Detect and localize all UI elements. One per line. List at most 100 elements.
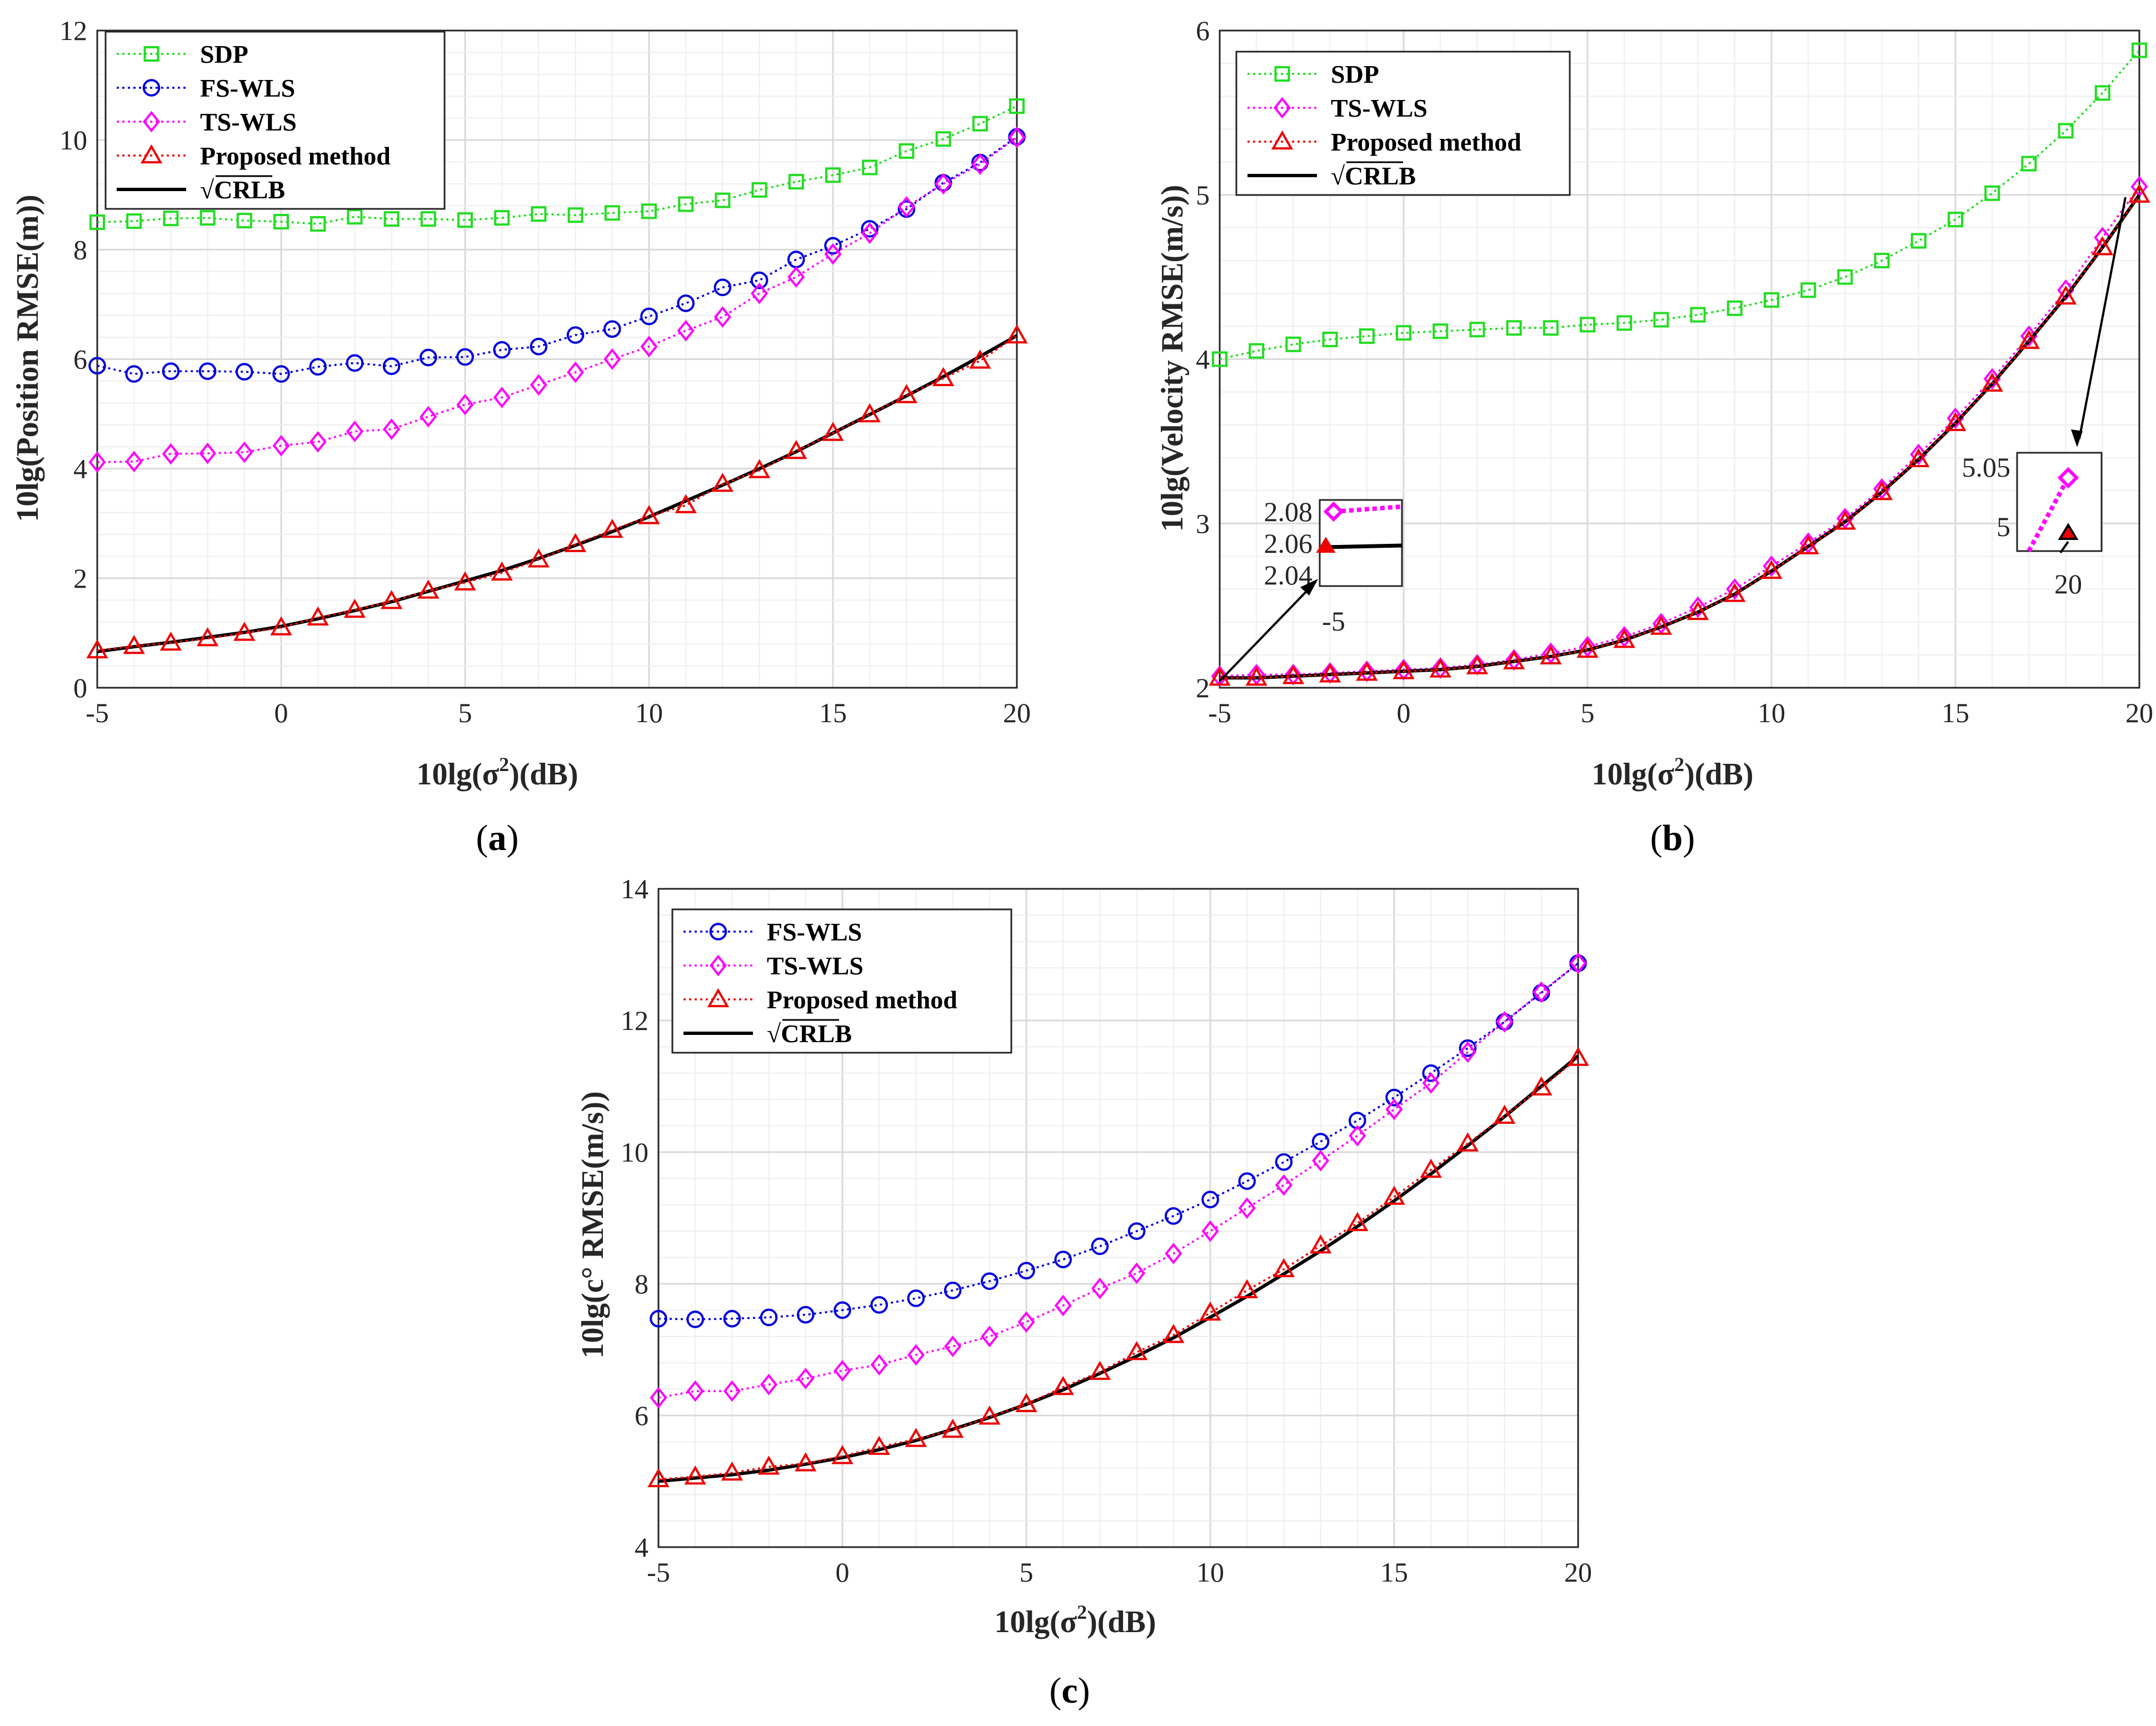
data-point-proposed	[1245, 667, 1267, 686]
series-line-proposed	[1220, 194, 2140, 679]
data-point-sdp	[825, 167, 841, 183]
data-point-fswls	[1311, 1133, 1330, 1150]
data-point-tswls	[1312, 1150, 1330, 1172]
data-point-sdp	[1764, 292, 1779, 308]
data-point-sdp	[273, 214, 289, 230]
data-point-sdp	[199, 210, 216, 226]
data-point-proposed	[711, 473, 734, 492]
data-point-sdp	[1910, 233, 1927, 249]
legend-label-proposed: Proposed method	[767, 985, 957, 1014]
data-point-fswls	[1275, 1153, 1293, 1171]
data-point-tswls	[162, 443, 179, 465]
data-point-proposed	[1162, 1324, 1185, 1343]
data-point-proposed	[1420, 1158, 1442, 1178]
caption-a-letter: a	[488, 818, 507, 858]
data-point-fswls	[382, 357, 401, 376]
data-point-proposed	[647, 1468, 670, 1488]
data-point-sdp	[2132, 42, 2147, 58]
data-point-fswls	[88, 357, 106, 375]
data-point-sdp	[1285, 336, 1301, 352]
data-point-tswls	[236, 441, 253, 463]
data-point-proposed	[1052, 1375, 1074, 1395]
x-tick-labels-a: -5 0 5 10 15 20	[86, 697, 1031, 728]
inset-left-b: 2.08 2.06 2.04 -5	[1219, 496, 1403, 682]
data-point-fswls	[944, 1282, 962, 1299]
legend-label-crlb: √CRLB	[767, 1019, 852, 1048]
data-point-proposed	[1540, 645, 1562, 664]
inset-left-proposed-marker	[1316, 537, 1336, 553]
legend-label-sdp: SDP	[1331, 60, 1379, 88]
data-point-tswls	[346, 421, 363, 443]
data-point-fswls	[566, 326, 585, 344]
data-point-fswls	[530, 338, 548, 356]
legend-label-proposed: Proposed method	[1331, 128, 1521, 156]
data-point-proposed	[785, 439, 807, 459]
data-point-proposed	[1383, 1185, 1405, 1205]
caption-c: (c)	[1049, 1670, 1090, 1711]
data-point-fswls	[1165, 1207, 1182, 1225]
data-point-sdp	[1249, 343, 1265, 359]
data-point-proposed	[491, 561, 513, 581]
x-tick-label: 0	[275, 697, 288, 728]
data-point-proposed	[1760, 559, 1783, 579]
x-tick-label: 5	[1020, 1557, 1034, 1588]
data-point-tswls	[1496, 1010, 1514, 1033]
data-point-tswls	[650, 1387, 667, 1409]
data-point-sdp	[2058, 123, 2074, 139]
series-line-crlb	[658, 1054, 1579, 1483]
data-point-sdp	[126, 213, 142, 229]
inset-right-tswls-marker	[2057, 467, 2079, 489]
data-point-proposed	[417, 579, 440, 599]
legend-b: SDP TS-WLS Proposed method √CRLB	[1235, 51, 1571, 196]
data-point-fswls	[603, 320, 621, 338]
inset-right-b: 5.05 5 20	[1962, 197, 2127, 599]
data-point-proposed	[675, 494, 697, 513]
x-tick-label: 10	[1196, 1557, 1224, 1588]
data-point-proposed	[1613, 629, 1635, 648]
data-point-proposed	[1006, 324, 1028, 344]
data-point-sdp	[715, 192, 731, 208]
data-point-tswls	[640, 336, 658, 358]
legend-marker-sdp	[1274, 66, 1290, 82]
data-point-sdp	[788, 174, 804, 190]
data-point-sdp	[494, 210, 510, 226]
data-point-proposed	[1393, 660, 1415, 679]
data-point-proposed	[1981, 372, 2003, 392]
y-tick-labels-c: 4 6 8 10 12 14	[621, 873, 648, 1563]
data-point-sdp	[1616, 315, 1633, 331]
caption-b: (b)	[1650, 818, 1695, 858]
data-point-proposed	[307, 606, 329, 626]
x-tick-label: 15	[1380, 1557, 1408, 1588]
data-point-sdp	[935, 131, 951, 147]
data-point-tswls	[713, 306, 731, 328]
legend-marker-proposed	[1271, 130, 1294, 150]
inset-left-arrow	[1219, 581, 1317, 682]
data-point-fswls	[907, 1289, 925, 1307]
data-point-proposed	[1309, 1234, 1332, 1254]
data-point-fswls	[686, 1310, 704, 1328]
y-tick-label: 5	[1196, 179, 1210, 211]
data-point-proposed	[1870, 481, 1893, 501]
data-point-tswls	[834, 1360, 851, 1382]
data-point-proposed	[1346, 1212, 1369, 1232]
x-tick-label: 5	[458, 697, 472, 728]
data-point-sdp	[1433, 323, 1449, 339]
data-point-sdp	[531, 206, 547, 222]
data-point-tswls	[493, 387, 511, 408]
data-point-fswls	[1054, 1250, 1072, 1268]
data-point-sdp	[972, 116, 988, 132]
data-point-tswls	[567, 361, 585, 383]
inset-left-ytick-2: 2.06	[1264, 528, 1313, 559]
data-point-fswls	[456, 348, 474, 366]
caption-c-letter: c	[1061, 1670, 1077, 1711]
data-point-tswls	[530, 374, 547, 396]
data-point-sdp	[567, 207, 583, 223]
data-point-proposed	[159, 631, 182, 651]
data-point-sdp	[604, 205, 620, 221]
data-point-proposed	[1908, 448, 1930, 468]
data-point-tswls	[1238, 1197, 1256, 1219]
data-point-fswls	[981, 1272, 999, 1290]
data-point-tswls	[797, 1368, 815, 1390]
data-point-tswls	[981, 1325, 999, 1348]
data-point-tswls	[1091, 1277, 1109, 1299]
